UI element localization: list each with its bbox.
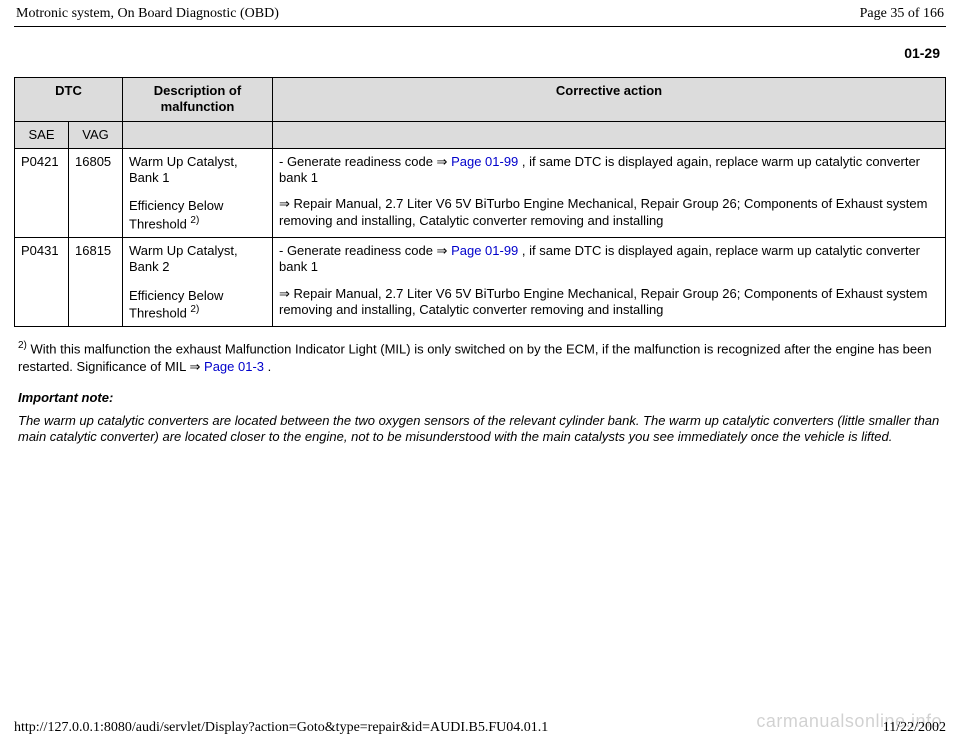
dtc-table: DTC Description of malfunction Correctiv… xyxy=(14,77,946,327)
cell-description: Warm Up Catalyst, Bank 1 Efficiency Belo… xyxy=(123,148,273,237)
cell-description: Warm Up Catalyst, Bank 2 Efficiency Belo… xyxy=(123,238,273,327)
th-corrective-action: Corrective action xyxy=(273,78,946,122)
page-container: Motronic system, On Board Diagnostic (OB… xyxy=(0,0,960,742)
th-sae: SAE xyxy=(15,121,69,148)
arrow-icon: ⇒ xyxy=(279,196,294,211)
important-note-heading: Important note: xyxy=(18,390,942,405)
cell-vag: 16805 xyxy=(69,148,123,237)
desc-sup: 2) xyxy=(190,215,199,226)
desc-line2a: Efficiency Below Threshold xyxy=(129,198,223,231)
cell-action: - Generate readiness code ⇒ Page 01-99 ,… xyxy=(273,238,946,327)
action-pre: - Generate readiness code xyxy=(279,154,437,169)
footer-date: 11/22/2002 xyxy=(883,720,946,736)
th-dtc: DTC xyxy=(15,78,123,122)
arrow-icon: ⇒ xyxy=(190,359,201,374)
page-link[interactable]: Page 01-99 xyxy=(447,243,521,258)
footnote-text-b: . xyxy=(268,359,272,374)
page-header: Motronic system, On Board Diagnostic (OB… xyxy=(14,6,946,26)
action-text: Repair Manual, 2.7 Liter V6 5V BiTurbo E… xyxy=(279,196,927,227)
footer-url: http://127.0.0.1:8080/audi/servlet/Displ… xyxy=(14,720,548,736)
header-rule xyxy=(14,26,946,27)
important-note-body: The warm up catalytic converters are loc… xyxy=(18,413,942,447)
action-pre: - Generate readiness code xyxy=(279,243,437,258)
action-text: Repair Manual, 2.7 Liter V6 5V BiTurbo E… xyxy=(279,286,927,317)
arrow-icon: ⇒ xyxy=(279,286,294,301)
desc-sup: 2) xyxy=(190,304,199,315)
th-vag: VAG xyxy=(69,121,123,148)
th-description: Description of malfunction xyxy=(123,78,273,122)
cell-action: - Generate readiness code ⇒ Page 01-99 ,… xyxy=(273,148,946,237)
desc-line1: Warm Up Catalyst, Bank 1 xyxy=(129,154,238,185)
page-link[interactable]: Page 01-3 xyxy=(200,359,267,374)
desc-line1: Warm Up Catalyst, Bank 2 xyxy=(129,243,238,274)
arrow-icon: ⇒ xyxy=(437,154,448,169)
desc-line2a: Efficiency Below Threshold xyxy=(129,288,223,321)
footnote-text-a: With this malfunction the exhaust Malfun… xyxy=(18,342,932,374)
table-head-row-2: SAE VAG xyxy=(15,121,946,148)
section-number: 01-29 xyxy=(14,45,940,61)
th-blank-desc xyxy=(123,121,273,148)
table-row: P0421 16805 Warm Up Catalyst, Bank 1 Eff… xyxy=(15,148,946,237)
page-footer: http://127.0.0.1:8080/audi/servlet/Displ… xyxy=(14,720,946,736)
cell-sae: P0421 xyxy=(15,148,69,237)
header-title: Motronic system, On Board Diagnostic (OB… xyxy=(16,6,279,22)
footnote: 2) With this malfunction the exhaust Mal… xyxy=(18,339,942,375)
header-page-number: Page 35 of 166 xyxy=(860,6,944,22)
th-blank-action xyxy=(273,121,946,148)
cell-sae: P0431 xyxy=(15,238,69,327)
page-link[interactable]: Page 01-99 xyxy=(447,154,521,169)
cell-vag: 16815 xyxy=(69,238,123,327)
table-head-row-1: DTC Description of malfunction Correctiv… xyxy=(15,78,946,122)
arrow-icon: ⇒ xyxy=(437,243,448,258)
table-row: P0431 16815 Warm Up Catalyst, Bank 2 Eff… xyxy=(15,238,946,327)
footnote-sup: 2) xyxy=(18,340,27,351)
